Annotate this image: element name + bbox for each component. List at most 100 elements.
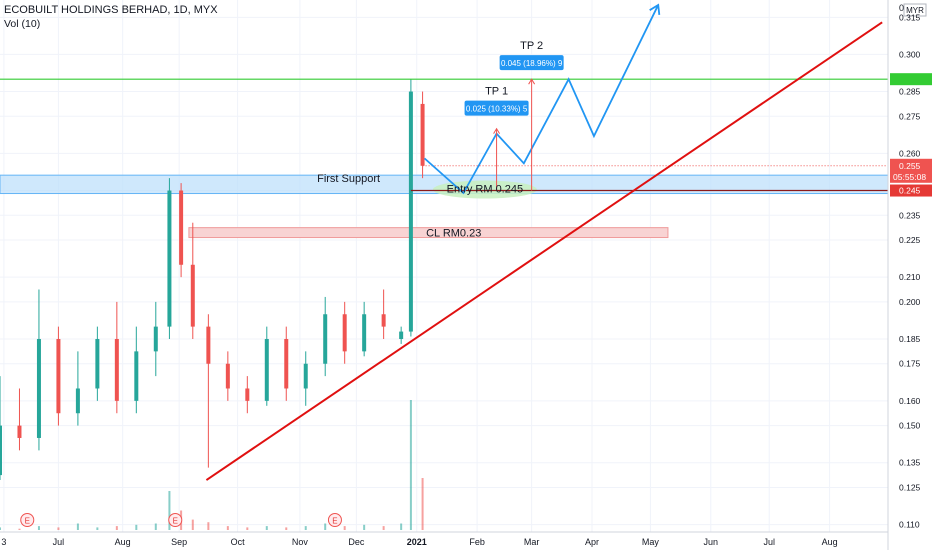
- candle-body: [75, 388, 80, 414]
- time-axis: 3 Jul Aug Sep Oct Nov Dec 2021 Feb Mar Apr May Jun Ju…: [0, 513, 888, 547]
- price-tick-label: 0.125: [899, 482, 921, 492]
- candle-body: [362, 314, 367, 352]
- candle-body: [0, 425, 2, 476]
- chart-title: ECOBUILT HOLDINGS BERHAD, 1D, MYX: [4, 4, 218, 16]
- cut-loss-label: CL RM0.23: [426, 228, 481, 240]
- price-tick-label: 0.225: [899, 235, 921, 245]
- time-tick-label: Jul: [763, 537, 775, 547]
- candle-body: [245, 388, 250, 401]
- volume-bar: [285, 527, 288, 530]
- candle-body: [284, 338, 289, 389]
- volume-bar: [363, 524, 366, 530]
- projection-path: [423, 4, 660, 195]
- candle-body: [95, 338, 100, 389]
- candle-body: [190, 264, 195, 327]
- tp2-box-text: 0.045 (18.96%) 9: [501, 59, 563, 68]
- candle-body: [323, 314, 328, 364]
- earnings-marker-label: E: [173, 517, 178, 526]
- time-tick-label: Jul: [53, 537, 65, 547]
- entry-label: Entry RM 0.245: [447, 184, 523, 196]
- volume-bars: [0, 400, 424, 530]
- earnings-marker: [20, 513, 35, 527]
- tp2-title: TP 2: [520, 40, 543, 52]
- time-tick-label: Dec: [348, 537, 365, 547]
- price-tick-label: 0.235: [899, 210, 921, 220]
- volume-bar: [135, 524, 138, 530]
- time-tick-label: Feb: [469, 537, 485, 547]
- price-tick-label: 0.175: [899, 359, 921, 369]
- price-tick-label: 0.210: [899, 272, 921, 282]
- time-tick-label: 3: [1, 537, 6, 547]
- time-tick-label: May: [642, 537, 660, 547]
- volume-bar: [324, 523, 327, 530]
- price-tick-label: 0.300: [899, 49, 921, 59]
- volume-bar: [400, 523, 403, 530]
- volume-bar: [207, 522, 210, 530]
- candle-body: [153, 326, 158, 352]
- last-price-value: 0.255: [899, 161, 921, 171]
- drawing-labels: First Support Entry RM 0.245 CL RM0.23 TP 1…: [317, 40, 564, 240]
- earnings-marker: [168, 513, 183, 527]
- earnings-marker-label: E: [332, 517, 337, 526]
- entry-price-tag: [890, 184, 932, 197]
- volume-bar: [96, 527, 99, 530]
- volume-bar: [421, 478, 424, 530]
- candle-body: [179, 190, 184, 265]
- price-tick-label: 0.275: [899, 111, 921, 121]
- candle-body: [264, 338, 269, 401]
- time-tick-label: Jun: [704, 537, 719, 547]
- time-tick-label: Aug: [115, 537, 131, 547]
- first-support-label: First Support: [317, 173, 380, 185]
- volume-bar: [265, 526, 268, 530]
- currency-label: MYR: [906, 6, 924, 15]
- price-tick-label: 0.200: [899, 297, 921, 307]
- volume-bar: [304, 526, 307, 530]
- candle-body: [408, 91, 413, 332]
- projection-arrowhead: [649, 3, 661, 15]
- tp1-box: [464, 100, 529, 116]
- volume-bar: [76, 523, 79, 530]
- tp1-title: TP 1: [485, 86, 508, 98]
- price-tick-label: 0.185: [899, 334, 921, 344]
- candle-body: [303, 363, 308, 389]
- volume-bar: [191, 519, 194, 530]
- price-tick-label: 0.160: [899, 396, 921, 406]
- candle-body: [225, 363, 230, 389]
- volume-bar: [154, 523, 157, 530]
- price-zones: [0, 174, 889, 239]
- volume-bar: [343, 526, 346, 530]
- volume-bar: [18, 528, 21, 530]
- cut-loss-zone: [188, 227, 669, 239]
- tp2-arrow: [528, 78, 536, 85]
- earnings-marker: [327, 513, 342, 527]
- volume-bar: [382, 526, 385, 530]
- candle-body: [206, 326, 211, 364]
- time-tick-label: Nov: [292, 537, 309, 547]
- candle-body: [36, 338, 41, 438]
- candle-body: [114, 338, 119, 401]
- time-tick-label: Sep: [171, 537, 187, 547]
- price-tick-label: 0.110: [899, 520, 920, 530]
- candle-body: [420, 103, 425, 166]
- candle-body: [134, 351, 139, 401]
- volume-label: Vol (10): [4, 18, 40, 30]
- volume-bar: [115, 526, 118, 530]
- time-tick-label: Apr: [585, 537, 599, 547]
- volume-bar: [0, 527, 1, 530]
- price-tick-label: 0.315: [899, 12, 921, 22]
- time-tick-label: Aug: [822, 537, 838, 547]
- bar-countdown: 05:55:08: [893, 172, 926, 182]
- tp2-box: [499, 55, 564, 71]
- last-price-tag: [890, 158, 932, 183]
- price-tick-label: 0.150: [899, 421, 921, 431]
- time-tick-label: 2021: [407, 537, 427, 547]
- entry-highlight: [432, 180, 537, 199]
- candle-body: [399, 331, 404, 339]
- candle-body: [167, 190, 172, 327]
- time-tick-label: Oct: [231, 537, 246, 547]
- time-tick-label: Mar: [524, 537, 540, 547]
- tp1-box-text: 0.025 (10.33%) 5: [466, 105, 528, 114]
- price-tick-label: 0.260: [899, 148, 921, 158]
